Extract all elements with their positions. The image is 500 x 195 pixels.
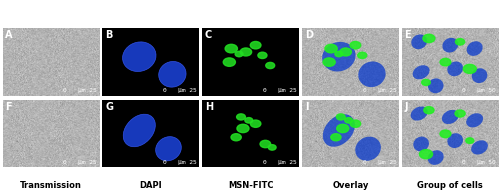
Circle shape	[456, 39, 464, 45]
Text: A: A	[6, 30, 13, 40]
Text: 0   μm 25: 0 μm 25	[163, 88, 196, 93]
Ellipse shape	[472, 68, 488, 83]
Ellipse shape	[414, 136, 429, 152]
Text: Transmission: Transmission	[20, 181, 82, 190]
Ellipse shape	[123, 114, 156, 147]
Text: DAPI: DAPI	[140, 181, 162, 190]
Text: H: H	[205, 102, 213, 112]
Circle shape	[423, 34, 435, 43]
Circle shape	[266, 62, 274, 69]
Text: 0   μm 50: 0 μm 50	[462, 160, 496, 165]
Circle shape	[258, 52, 267, 58]
Circle shape	[325, 44, 337, 53]
Ellipse shape	[355, 137, 381, 161]
Circle shape	[440, 58, 451, 66]
Ellipse shape	[358, 61, 386, 87]
Circle shape	[422, 79, 430, 85]
Circle shape	[335, 51, 343, 57]
Circle shape	[464, 64, 476, 74]
Circle shape	[250, 120, 261, 127]
Ellipse shape	[471, 140, 488, 154]
Circle shape	[268, 145, 276, 150]
Circle shape	[224, 58, 235, 66]
Ellipse shape	[448, 133, 463, 148]
Circle shape	[350, 120, 360, 127]
Circle shape	[331, 134, 341, 141]
Circle shape	[336, 114, 345, 120]
Circle shape	[225, 44, 237, 53]
Text: D: D	[305, 30, 313, 40]
Text: 0   μm 25: 0 μm 25	[362, 160, 396, 165]
Ellipse shape	[428, 78, 444, 93]
Text: E: E	[404, 30, 411, 40]
Ellipse shape	[412, 35, 427, 49]
Text: I: I	[305, 102, 308, 112]
Text: Overlay: Overlay	[332, 181, 368, 190]
Text: C: C	[205, 30, 212, 40]
Ellipse shape	[323, 114, 355, 147]
Text: Group of cells: Group of cells	[418, 181, 483, 190]
Circle shape	[236, 114, 246, 120]
Circle shape	[250, 42, 261, 49]
Text: G: G	[105, 102, 113, 112]
Circle shape	[420, 150, 432, 159]
Circle shape	[358, 52, 367, 58]
Text: 0   μm 25: 0 μm 25	[63, 88, 97, 93]
Ellipse shape	[412, 65, 430, 79]
Text: 0   μm 50: 0 μm 50	[462, 88, 496, 93]
Text: MSN-FITC: MSN-FITC	[228, 181, 274, 190]
Circle shape	[344, 118, 352, 123]
Text: 0   μm 25: 0 μm 25	[263, 160, 296, 165]
Ellipse shape	[158, 61, 186, 87]
Circle shape	[240, 48, 252, 56]
Ellipse shape	[156, 137, 182, 161]
Text: B: B	[105, 30, 112, 40]
Ellipse shape	[442, 38, 458, 53]
Circle shape	[466, 138, 474, 144]
Circle shape	[440, 130, 451, 138]
Circle shape	[237, 124, 249, 133]
Text: 0   μm 25: 0 μm 25	[63, 160, 97, 165]
Ellipse shape	[442, 110, 459, 124]
Ellipse shape	[428, 150, 444, 165]
Text: J: J	[404, 102, 408, 112]
Text: F: F	[6, 102, 12, 112]
Text: 0   μm 25: 0 μm 25	[362, 88, 396, 93]
Ellipse shape	[410, 106, 428, 121]
Circle shape	[336, 124, 349, 133]
Circle shape	[340, 48, 351, 56]
Ellipse shape	[466, 113, 483, 127]
Circle shape	[245, 118, 253, 123]
Circle shape	[235, 51, 243, 57]
Circle shape	[231, 134, 241, 141]
Text: 0   μm 25: 0 μm 25	[263, 88, 296, 93]
Ellipse shape	[122, 42, 156, 72]
Circle shape	[455, 110, 465, 117]
Ellipse shape	[466, 41, 482, 56]
Circle shape	[260, 140, 270, 148]
Ellipse shape	[448, 61, 463, 76]
Text: 0   μm 25: 0 μm 25	[163, 160, 196, 165]
Circle shape	[350, 42, 361, 49]
Circle shape	[323, 58, 335, 66]
Ellipse shape	[322, 42, 356, 72]
Circle shape	[424, 107, 434, 114]
